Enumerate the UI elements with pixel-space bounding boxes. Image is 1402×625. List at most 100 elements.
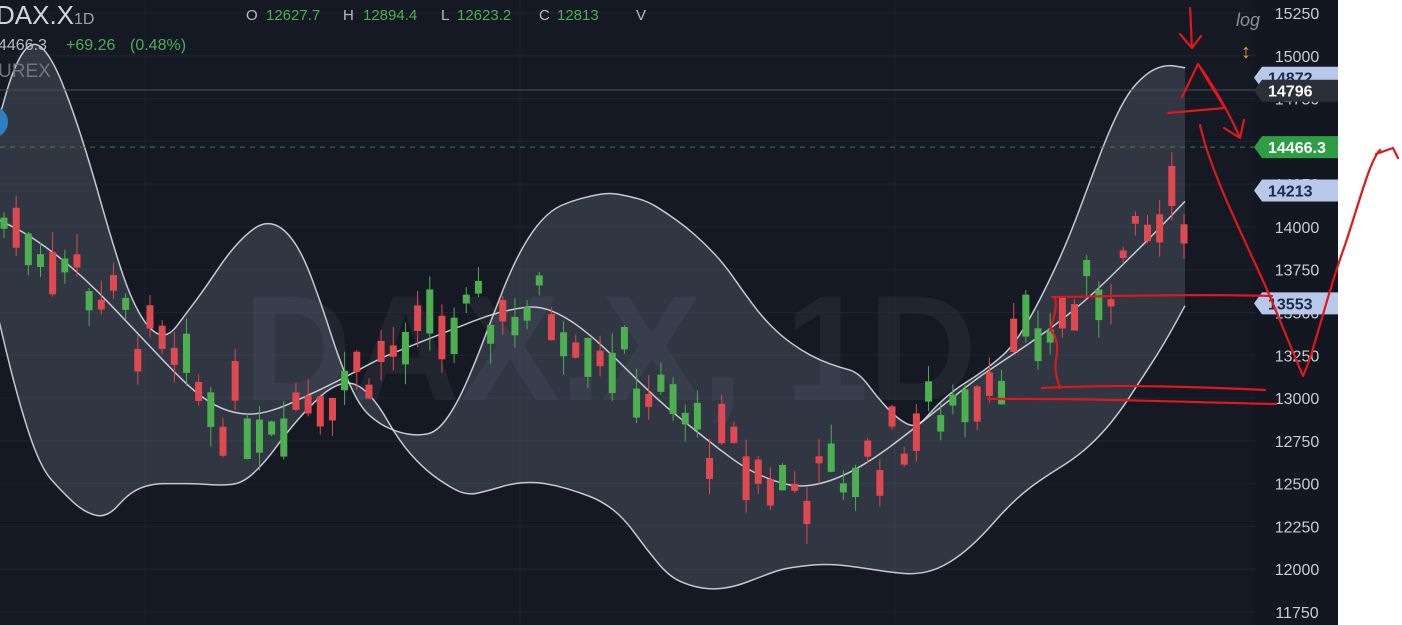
candle-body: [693, 402, 701, 430]
open-label: O: [246, 7, 258, 24]
candle-body: [1119, 250, 1127, 259]
symbol-title[interactable]: DAX.X: [0, 0, 74, 30]
candle-body: [779, 464, 787, 491]
candle-body: [900, 453, 908, 465]
open-value: 12627.7: [266, 7, 320, 24]
candle-body: [377, 340, 385, 363]
annotation-range-box-top: [1050, 294, 1274, 299]
price-change-pct: (0.48%): [130, 37, 186, 54]
annotation-support-line: [986, 397, 1278, 406]
candle-body: [1168, 165, 1176, 207]
exchange-label: UREX: [0, 61, 51, 82]
price-axis-tick: 12250: [1275, 519, 1320, 536]
candle-body: [620, 327, 628, 350]
close-label: C: [539, 7, 550, 24]
candle-body: [438, 315, 446, 360]
candle-body: [827, 443, 835, 472]
candle-body: [803, 500, 811, 525]
candle-body: [511, 316, 519, 336]
high-label: H: [343, 7, 354, 24]
auto-scale-icon[interactable]: ↕: [1241, 41, 1251, 63]
candle-body: [754, 459, 762, 484]
candle-body: [1107, 299, 1115, 307]
candle-body: [97, 299, 105, 310]
low-value: 12623.2: [457, 7, 511, 24]
candle-body: [633, 388, 641, 418]
candle-body: [1010, 318, 1018, 352]
candle-body: [195, 381, 203, 401]
annotation-down-arrow: [1178, 6, 1203, 50]
price-change: +69.26: [66, 37, 115, 54]
price-badge-label: 13553: [1268, 296, 1313, 313]
candlestick-series: [0, 152, 1188, 544]
grid-lines: [0, 0, 1256, 625]
price-axis-tick: 12500: [1275, 477, 1320, 494]
annotation-brace: [1048, 295, 1062, 390]
candle-body: [109, 274, 117, 291]
price-axis-tick: 11750: [1275, 605, 1318, 622]
candle-body: [401, 331, 409, 365]
candle-body: [706, 457, 714, 480]
candle-body: [535, 275, 543, 286]
candle-body: [73, 254, 81, 268]
candle-body: [462, 294, 470, 304]
candle-body: [0, 217, 8, 229]
candle-body: [985, 372, 993, 397]
candle-body: [560, 332, 568, 357]
candle-body: [888, 406, 896, 427]
candle-body: [925, 381, 933, 402]
candle-body: [1046, 329, 1054, 343]
candle-body: [998, 380, 1006, 405]
candle-body: [450, 317, 458, 355]
annotation-triangle: [1166, 62, 1227, 115]
interval-label[interactable]: 1D: [74, 11, 94, 28]
price-axis-tick: 14000: [1275, 220, 1320, 237]
indicator-toggle-button[interactable]: [0, 106, 8, 138]
candle-body: [24, 233, 32, 266]
candle-body: [791, 483, 799, 491]
candle-body: [219, 426, 227, 456]
candle-body: [49, 252, 57, 295]
price-badge-label: 14213: [1268, 183, 1313, 200]
candle-body: [523, 307, 531, 321]
annotation-peak-arrow: [1196, 62, 1246, 140]
price-badge: [1254, 136, 1338, 159]
candle-body: [316, 396, 324, 427]
candle-body: [12, 207, 20, 248]
bollinger-middle-line: [0, 200, 1186, 487]
candle-body: [1071, 304, 1079, 331]
candle-body: [85, 291, 93, 311]
candle-body: [389, 345, 397, 357]
candle-body: [134, 349, 142, 372]
candle-body: [876, 470, 884, 496]
candle-body: [669, 384, 677, 414]
watermark: DAX.X, 1D: [243, 264, 977, 432]
close-value: 12813: [557, 7, 599, 24]
candle-body: [572, 342, 580, 358]
bollinger-lower-line: [0, 305, 1186, 590]
price-axis-tick: 12000: [1275, 562, 1320, 579]
bollinger-upper-line: [0, 43, 1186, 436]
price-badge: [1254, 179, 1338, 202]
candle-body: [1022, 294, 1030, 337]
candle-body: [584, 338, 592, 377]
candle-body: [949, 394, 957, 406]
candle-body: [1144, 224, 1152, 242]
candle-body: [414, 305, 422, 331]
candle-body: [61, 258, 69, 273]
annotation-projection-line: [1198, 123, 1400, 378]
candle-body: [657, 374, 665, 392]
candle-body: [961, 389, 969, 423]
price-badge-label: 14466.3: [1268, 140, 1326, 157]
candle-body: [146, 305, 154, 329]
log-scale-toggle[interactable]: log: [1236, 10, 1260, 30]
candle-body: [839, 483, 847, 493]
candle-body: [341, 370, 349, 391]
candle-body: [681, 412, 689, 425]
hand-drawn-annotations: [986, 6, 1400, 406]
low-label: L: [441, 7, 449, 24]
price-axis-tick: 13750: [1275, 263, 1320, 280]
candle-body: [937, 415, 945, 432]
